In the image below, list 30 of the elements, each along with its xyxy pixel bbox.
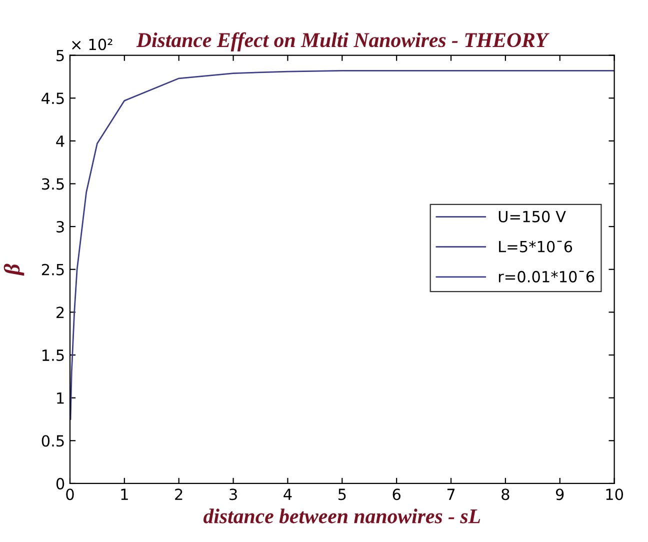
annotation: L=5*10ˉ6	[499, 240, 572, 252]
x-tick-label: 7	[447, 488, 455, 500]
chart-title: Distance Effect on Multi Nanowires - THEORY	[136, 32, 550, 52]
y-tick-label: 5	[56, 50, 64, 62]
y-tick-label: 4	[56, 136, 64, 147]
x-tick-label: 0	[66, 488, 74, 500]
x-tick-label: 10	[606, 488, 624, 500]
x-tick-label: 4	[284, 488, 292, 500]
line-series	[70, 70, 614, 420]
y-tick-label: 1	[57, 392, 64, 404]
y-tick-label: 0	[56, 478, 64, 490]
x-tick-label: 5	[338, 488, 346, 500]
x-tick-label: 1	[121, 488, 128, 500]
legend-label: U=150 V	[498, 210, 566, 222]
x-tick-label: 6	[392, 488, 400, 500]
y-tick-label: 2	[56, 306, 64, 318]
y-tick-label: 3	[56, 221, 64, 233]
annotation: r=0.01*10ˉ6	[498, 270, 594, 282]
text: × 10²	[72, 38, 112, 50]
x-axis-title: distance between nanowires - sL	[203, 508, 480, 524]
y-tick-label: 2.5	[42, 264, 64, 276]
x-tick-label: 2	[175, 488, 182, 500]
x-tick-label: 3	[230, 488, 237, 500]
y-tick-label: 0.5	[42, 435, 64, 447]
x-tick-label: 9	[556, 488, 564, 500]
y-tick-label: 1.5	[42, 350, 64, 362]
y-tick-label: 3.5	[42, 178, 64, 190]
y-tick-label: 4.5	[42, 92, 64, 104]
y-axis-title: β	[4, 264, 24, 276]
x-tick-label: 8	[502, 488, 510, 500]
